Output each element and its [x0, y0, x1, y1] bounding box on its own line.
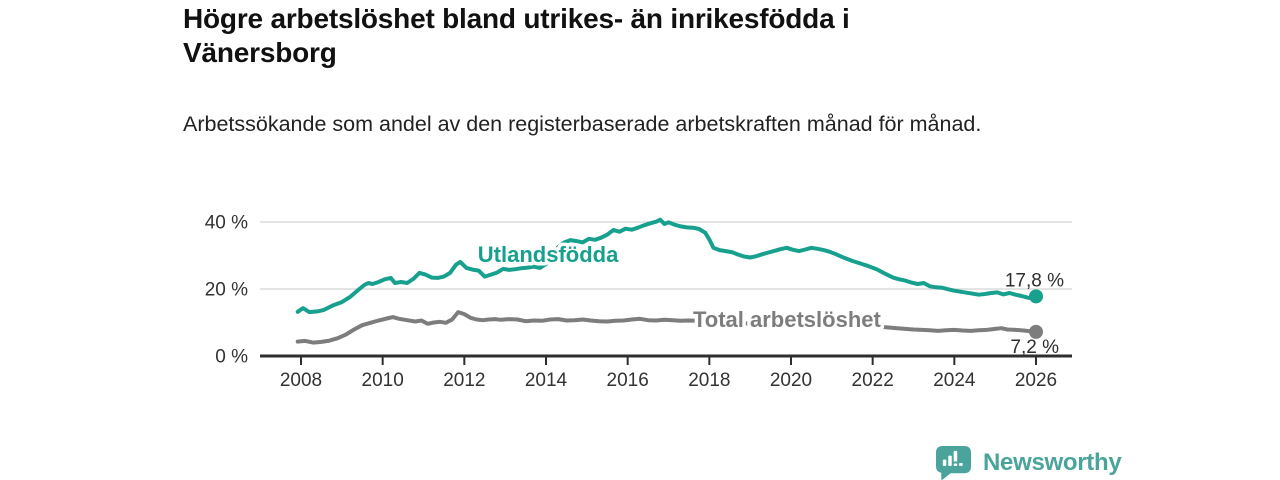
x-tick-label-2026: 2026: [1015, 370, 1057, 391]
x-tick-label-2010: 2010: [362, 370, 404, 391]
y-tick-label: 0 %: [215, 347, 248, 368]
x-tick-label-2022: 2022: [852, 370, 894, 391]
x-tick-label-2024: 2024: [933, 370, 976, 391]
y-tick-label: 40 %: [205, 213, 248, 234]
page-title: Högre arbetslöshet bland utrikes- än inr…: [183, 3, 850, 68]
x-tick-label-2008: 2008: [280, 370, 322, 391]
series-end-dot-1: [1028, 324, 1043, 339]
page-subtitle: Arbetssökande som andel av den registerb…: [183, 112, 982, 136]
series-end-dot-0: [1028, 289, 1043, 304]
series-label-0: Utlandsfödda: [478, 242, 619, 267]
brand-footer: Newsworthy: [934, 444, 1122, 480]
y-tick-label: 20 %: [205, 280, 248, 301]
newsworthy-logo-icon: [935, 445, 972, 480]
x-tick-label-2016: 2016: [607, 370, 649, 391]
x-tick-label-2018: 2018: [688, 370, 730, 391]
series-line-1: [295, 310, 1038, 345]
x-tick-label-2012: 2012: [443, 370, 485, 391]
x-tick-label-2014: 2014: [525, 370, 568, 391]
x-tick-label-2020: 2020: [770, 370, 812, 391]
series-line-0: [295, 217, 1038, 315]
brand-name: Newsworthy: [983, 448, 1122, 476]
series-end-label-0: 17,8 %: [1005, 270, 1064, 291]
series-end-label-1: 7,2 %: [1010, 337, 1059, 358]
series-label-1: Total arbetslöshet: [693, 307, 882, 332]
